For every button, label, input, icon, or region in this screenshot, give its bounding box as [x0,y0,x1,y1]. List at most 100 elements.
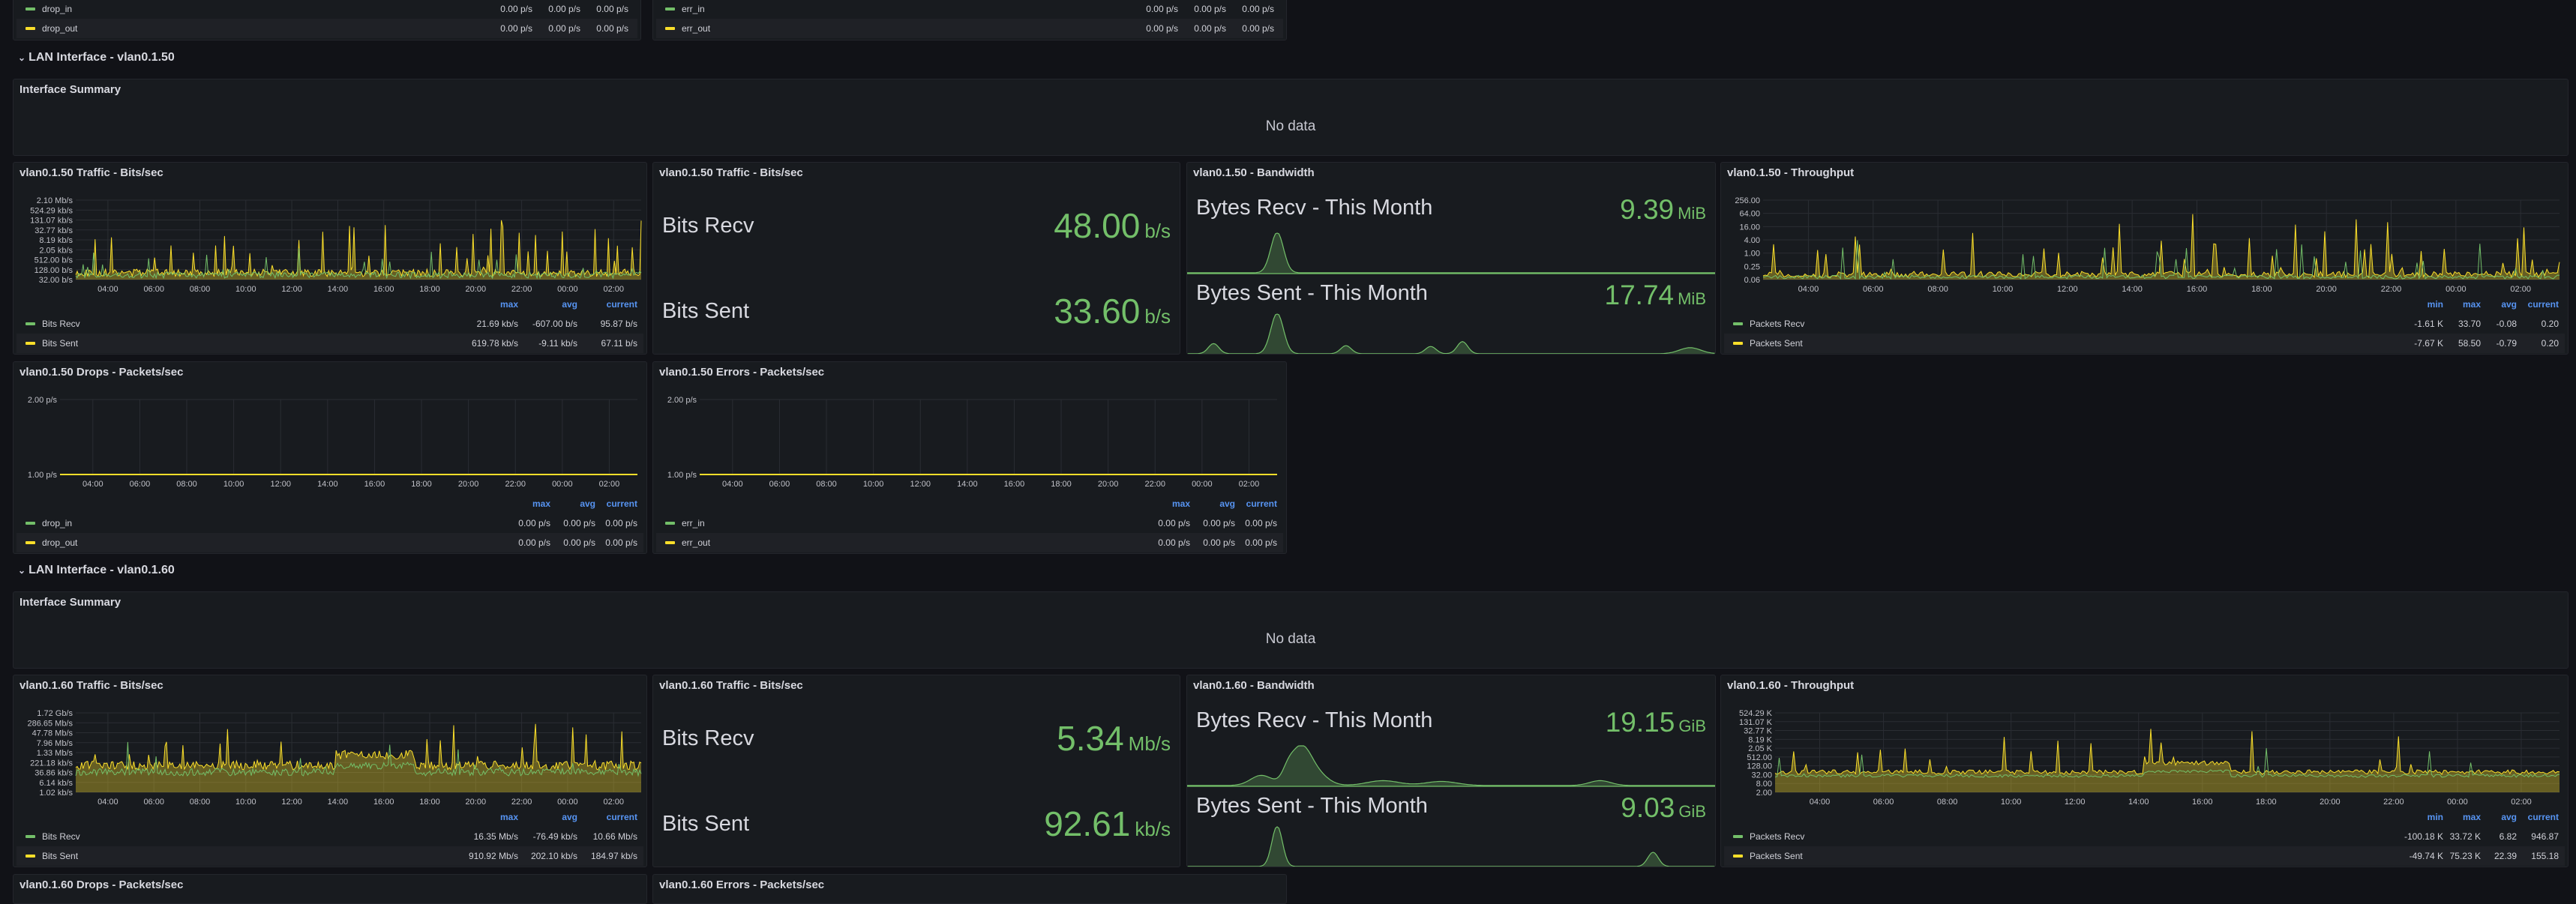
legend-max: 0.00 p/s [1146,4,1178,14]
panel-title[interactable]: vlan0.1.50 Errors - Packets/sec [659,366,825,379]
panel-title[interactable]: vlan0.1.50 Traffic - Bits/sec [19,166,163,179]
legend-row[interactable]: Bits Recv 21.69 kb/s -607.00 b/s 95.87 b… [16,314,643,334]
legend-header-max[interactable]: max [2462,299,2481,310]
panel-title[interactable]: Interface Summary [19,83,121,96]
legend-header-avg[interactable]: avg [562,299,577,310]
panel-title[interactable]: vlan0.1.60 Traffic - Bits/sec [659,679,803,692]
legend-row[interactable]: Bits Recv 16.35 Mb/s -76.49 kb/s 10.66 M… [16,827,643,846]
legend-header-current[interactable]: current [606,812,637,822]
x-tick-label: 04:00 [82,480,103,489]
panel-title[interactable]: Interface Summary [19,596,121,609]
legend-row[interactable]: err_out 0.00 p/s 0.00 p/s 0.00 p/s [656,533,1283,552]
x-tick-label: 08:00 [1937,798,1958,807]
legend-header-avg[interactable]: avg [2501,812,2517,822]
legend-series-name: Bits Sent [42,338,79,349]
legend-header-avg[interactable]: avg [1219,498,1235,509]
legend-current: 0.00 p/s [1245,537,1277,548]
stat-value-recv: 48.00 b/s [1054,205,1171,246]
x-tick-label: 10:00 [235,798,256,807]
x-tick-label: 14:00 [2122,285,2143,294]
legend-series-name: Packets Sent [1750,338,1803,349]
legend-avg: -607.00 b/s [532,319,577,329]
legend-row[interactable]: err_in 0.00 p/s 0.00 p/s 0.00 p/s [656,513,1283,533]
panel-title[interactable]: vlan0.1.50 Traffic - Bits/sec [659,166,803,179]
legend-header-current[interactable]: current [2527,812,2559,822]
legend-avg: 0.00 p/s [563,537,595,548]
legend-header-avg[interactable]: avg [2501,299,2517,310]
bandwidth-recv-sparkline[interactable] [1187,229,1716,274]
legend-row[interactable]: Packets Sent -7.67 K 58.50 -0.79 0.20 [1724,334,2565,353]
legend-row[interactable]: Packets Recv -1.61 K 33.70 -0.08 0.20 [1724,314,2565,334]
legend-header-current[interactable]: current [1246,498,1277,509]
bandwidth-sent-sparkline[interactable] [1187,310,1716,355]
y-tick-label: 2.00 p/s [28,396,58,405]
legend-header-max[interactable]: max [499,812,518,822]
legend-min: -100.18 K [2404,831,2443,842]
throughput-graph[interactable]: 256.00 64.00 16.00 4.00 1.00 0.25 0.06 04:00 06:… [1721,163,2569,355]
row-collapse-toggle[interactable]: ⌄ LAN Interface - vlan0.1.50 [18,51,175,64]
legend-header-max[interactable]: max [1171,498,1190,509]
legend-header-max[interactable]: max [2462,812,2481,822]
x-tick-label: 10:00 [863,480,884,489]
legend-series-name: err_in [682,4,705,14]
x-tick-label: 10:00 [223,480,244,489]
legend-header-max[interactable]: max [532,498,550,509]
bandwidth-recv-sparkline[interactable] [1187,741,1716,787]
legend-header-min[interactable]: min [2427,299,2443,310]
legend-row[interactable]: drop_in 0.00 p/s 0.00 p/s 0.00 p/s [16,0,637,19]
legend-row[interactable]: Bits Sent 619.78 kb/s -9.11 kb/s 67.11 b… [16,334,643,353]
stat-unit: b/s [1144,220,1171,242]
bandwidth-sent-sparkline[interactable] [1187,822,1716,867]
legend-header-current[interactable]: current [2527,299,2559,310]
legend-header-avg[interactable]: avg [580,498,595,509]
legend-row[interactable]: Packets Sent -49.74 K 75.23 K 22.39 155.… [1724,846,2565,866]
legend-header-current[interactable]: current [606,299,637,310]
sparkline-area [1187,232,1715,274]
y-tick-label: 6.14 kb/s [39,779,73,788]
x-tick-label: 18:00 [411,480,432,489]
series-line [1774,748,2560,778]
panel-title[interactable]: vlan0.1.60 Errors - Packets/sec [659,879,825,891]
panel-title[interactable]: vlan0.1.50 - Bandwidth [1193,166,1315,179]
legend-row[interactable]: drop_out 0.00 p/s 0.00 p/s 0.00 p/s [16,533,643,552]
panel-title[interactable]: vlan0.1.60 - Bandwidth [1193,679,1315,692]
series-area [76,723,641,792]
panel-title[interactable]: vlan0.1.60 Traffic - Bits/sec [19,679,163,692]
legend-row[interactable]: err_out 0.00 p/s 0.00 p/s 0.00 p/s [656,19,1283,38]
sparkline-area [1187,826,1715,867]
legend-row[interactable]: drop_in 0.00 p/s 0.00 p/s 0.00 p/s [16,513,643,533]
stat-unit: kb/s [1135,818,1171,840]
legend-current: 0.00 p/s [605,537,637,548]
legend-row[interactable]: err_in 0.00 p/s 0.00 p/s 0.00 p/s [656,0,1283,19]
legend-header-min[interactable]: min [2427,812,2443,822]
x-tick-label: 18:00 [419,285,440,294]
legend-header-max[interactable]: max [499,299,518,310]
drops-graph[interactable]: 2.00 p/s 1.00 p/s 04:00 06:00 08:00 10:00 12:0… [13,362,647,554]
legend-row[interactable]: Bits Sent 910.92 Mb/s 202.10 kb/s 184.97… [16,846,643,866]
panel-title[interactable]: vlan0.1.50 - Throughput [1727,166,1855,179]
row-collapse-toggle[interactable]: ⌄ LAN Interface - vlan0.1.60 [18,564,175,577]
legend-series-name: drop_out [42,537,78,548]
legend-swatch-green [25,522,35,525]
y-tick-label: 256.00 [1735,196,1760,205]
x-tick-label: 12:00 [281,285,302,294]
legend-row[interactable]: Packets Recv -100.18 K 33.72 K 6.82 946.… [1724,827,2565,846]
y-tick-label: 32.77 K [1744,727,1773,736]
legend-max: 910.92 Mb/s [468,851,518,861]
x-tick-label: 22:00 [1144,480,1165,489]
legend-header-avg[interactable]: avg [562,812,577,822]
legend-series-name: Bits Sent [42,851,79,861]
legend-current: 184.97 kb/s [590,851,637,861]
panel-title[interactable]: vlan0.1.50 Drops - Packets/sec [19,366,184,379]
panel-title[interactable]: vlan0.1.60 - Throughput [1727,679,1855,692]
panel-title[interactable]: vlan0.1.60 Drops - Packets/sec [19,879,184,891]
legend-header-current[interactable]: current [606,498,637,509]
stat-label-recv: Bits Recv [662,214,754,238]
errors-graph[interactable]: 2.00 p/s 1.00 p/s 04:00 06:00 08:00 10:00 12:0… [653,362,1287,554]
legend-max: 0.00 p/s [1146,23,1178,34]
legend-row[interactable]: drop_out 0.00 p/s 0.00 p/s 0.00 p/s [16,19,637,38]
bandwidth-value-sent: 9.03 GiB [1621,792,1706,824]
